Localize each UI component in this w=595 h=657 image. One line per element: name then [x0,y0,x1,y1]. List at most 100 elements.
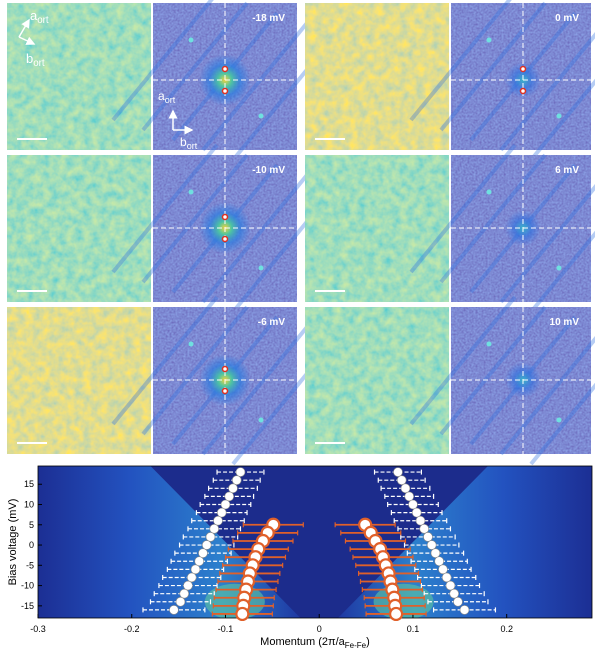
x-label-pre: Momentum (2π/a [260,636,345,648]
data-point [175,596,186,607]
data-point [430,548,441,558]
data-point [220,499,231,510]
q-marker [221,213,229,221]
fft-streak [141,305,249,436]
error-bar [406,550,465,556]
error-bar [170,558,228,564]
error-bar [149,599,212,605]
axis-annotation: aort [158,89,176,105]
axis-annotation: bort [26,51,45,69]
energy-label: 6 mV [555,165,579,176]
data-point [205,532,216,542]
data-point [235,467,246,477]
fft-streak [529,382,595,466]
data-point [231,475,242,485]
fft-streak [529,230,595,314]
error-bar [162,574,222,580]
fft-streak [141,153,249,284]
data-point [459,605,470,615]
bragg-peak [486,189,492,195]
data-point [224,491,235,502]
data-point [400,483,411,494]
fft-streak [439,305,547,436]
annotation-sub: ort [165,95,176,105]
q-marker [221,387,229,395]
data-point [445,580,456,591]
q-marker [221,87,229,95]
error-bar [212,477,261,483]
y-tick-label: -10 [21,581,34,591]
q-marker [221,65,229,73]
fft-streak [409,143,517,274]
q-marker [519,87,527,95]
data-point [393,467,403,477]
fft-streak [409,295,517,426]
fft-streak [529,78,595,162]
fft-image: 0 mV [409,0,595,162]
data-point [441,572,452,583]
arrow [18,36,36,45]
fft-streak [439,1,547,132]
fft-image: 6 mV [409,143,595,314]
data-point [408,499,418,510]
bragg-peak [188,37,194,43]
data-point [423,532,433,542]
spectrum-plot: -0.3 -0.2 -0.1 0 0.1 0.2 -15 -10 -5 0 5 10 15 Momentu… [7,465,593,650]
data-point [190,564,201,575]
q-marker [221,365,229,373]
arrow [18,18,30,38]
fft-image: -6 mV [111,295,339,466]
data-point [438,564,448,575]
x-axis-label: Momentum (2π/aFe-Fe) [260,636,370,650]
error-bar [174,550,232,556]
x-label-post: ) [366,636,370,648]
panel-grid: -18 mV 0 mV-10 mV 6 mV-6 mV 10 mVaortbortao… [7,0,595,466]
error-bar [427,599,489,605]
x-tick-label: -0.3 [30,624,46,634]
fft-image: -10 mV [111,143,339,314]
bragg-peak [188,341,194,347]
error-bar [420,583,481,589]
error-bar [373,469,422,475]
fft-streak [409,0,512,122]
x-tick-label: 0.2 [500,624,513,634]
y-axis-label: Bias voltage (mV) [7,499,19,586]
bragg-peak [188,189,194,195]
data-point [396,475,407,485]
axis-annotation: bort [180,135,198,151]
real-space-image [7,3,151,150]
y-tick-label: 5 [29,520,34,530]
fft-streak [141,1,249,132]
data-point [169,605,179,615]
x-tick-label: -0.2 [124,624,140,634]
axis-annotation: aort [30,8,49,26]
fft-image: 10 mV [409,295,595,466]
bragg-peak [486,341,492,347]
heatmap-gap [300,466,338,618]
heatmap [38,466,592,618]
data-point [419,524,430,534]
error-bar [166,566,225,572]
plot-frame [37,465,593,619]
annotation-main: b [180,135,187,149]
data-point [388,606,404,622]
data-point [201,540,212,550]
data-point [183,580,193,591]
data-point [198,548,208,558]
real-space-image [305,3,449,150]
heatmap-band [38,466,301,618]
real-space-image [305,307,449,454]
fft-streak [111,143,219,274]
fft-streak [499,32,595,152]
error-bar [216,469,265,475]
q-marker [221,235,229,243]
x-label-sub: Fe-Fe [345,641,367,650]
data-point [411,507,422,518]
bragg-peak [486,37,492,43]
annotation-sub: ort [33,58,45,69]
fft-streak [111,0,214,122]
fft-streak [111,295,219,426]
annotation-main: a [30,8,38,23]
fft-streak [439,153,547,284]
